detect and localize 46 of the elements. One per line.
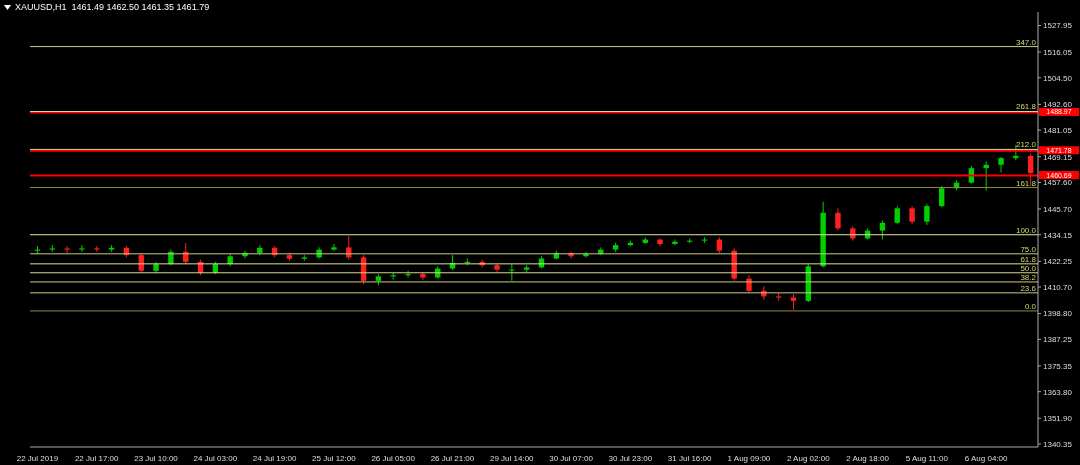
x-tick-label: 5 Aug 11:00 xyxy=(905,453,949,463)
y-tick-label: 1492.60 xyxy=(1043,100,1073,110)
x-tick-label: 2 Aug 02:00 xyxy=(786,453,831,463)
annotation: 212.0 xyxy=(1015,140,1037,150)
y-tick-label: 1398.80 xyxy=(1043,309,1073,319)
y-tick-label: 1527.95 xyxy=(1043,21,1073,31)
chart-title: XAUUSD,H1 1461.49 1462.50 1461.35 1461.79 xyxy=(15,2,210,12)
annotation: 61.8 xyxy=(1020,254,1037,264)
x-tick-label: 6 Aug 04:00 xyxy=(964,453,1009,463)
x-tick-label: 23 Jul 10:00 xyxy=(134,453,179,463)
annotation: 38.2 xyxy=(1020,272,1037,282)
x-tick-label: 25 Jul 12:00 xyxy=(312,453,357,463)
y-tick-label: 1457.60 xyxy=(1043,178,1073,188)
x-tick-label: 2 Aug 18:00 xyxy=(846,453,890,463)
x-tick-label: 26 Jul 05:00 xyxy=(371,453,416,463)
x-tick-label: 30 Jul 23:00 xyxy=(608,453,653,463)
x-tick-label: 24 Jul 19:00 xyxy=(252,453,297,463)
y-tick-label: 1375.35 xyxy=(1043,361,1073,371)
annotation: 261.8 xyxy=(1015,102,1037,112)
x-tick-label: 22 Jul 2019 xyxy=(16,453,59,463)
x-tick-label: 31 Jul 16:00 xyxy=(667,453,712,463)
annotation: 347.0 xyxy=(1015,37,1037,47)
x-tick-label: 1 Aug 09:00 xyxy=(727,453,771,463)
y-tick-label: 1504.50 xyxy=(1043,73,1073,83)
y-tick-label: 1363.80 xyxy=(1043,387,1073,397)
y-tick-label: 1516.05 xyxy=(1043,47,1073,57)
annotation: 50.0 xyxy=(1020,263,1037,273)
y-tick-label: 1469.15 xyxy=(1043,152,1073,162)
y-tick-label: 1445.70 xyxy=(1043,204,1073,214)
y-tick-label: 1410.70 xyxy=(1043,282,1073,292)
y-tick-label: 1387.25 xyxy=(1043,335,1073,345)
annotation: 75.0 xyxy=(1020,244,1037,254)
y-tick-label: 1422.25 xyxy=(1043,257,1073,267)
y-tick-label: 1340.35 xyxy=(1043,439,1073,449)
annotation: 0.0 xyxy=(1024,301,1037,311)
annotation: 161.8 xyxy=(1015,178,1037,188)
y-tick-label: 1481.05 xyxy=(1043,125,1073,135)
x-tick-label: 22 Jul 17:00 xyxy=(74,453,120,463)
x-tick-label: 26 Jul 21:00 xyxy=(430,453,475,463)
x-tick-label: 30 Jul 07:00 xyxy=(549,453,594,463)
x-tick-label: 24 Jul 03:00 xyxy=(193,453,238,463)
annotation: 100.0 xyxy=(1015,225,1037,235)
annotation: 23.6 xyxy=(1020,283,1037,293)
y-tick-label: 1434.15 xyxy=(1043,230,1073,240)
y-tick-label: 1351.90 xyxy=(1043,414,1073,424)
x-tick-label: 29 Jul 14:00 xyxy=(489,453,535,463)
